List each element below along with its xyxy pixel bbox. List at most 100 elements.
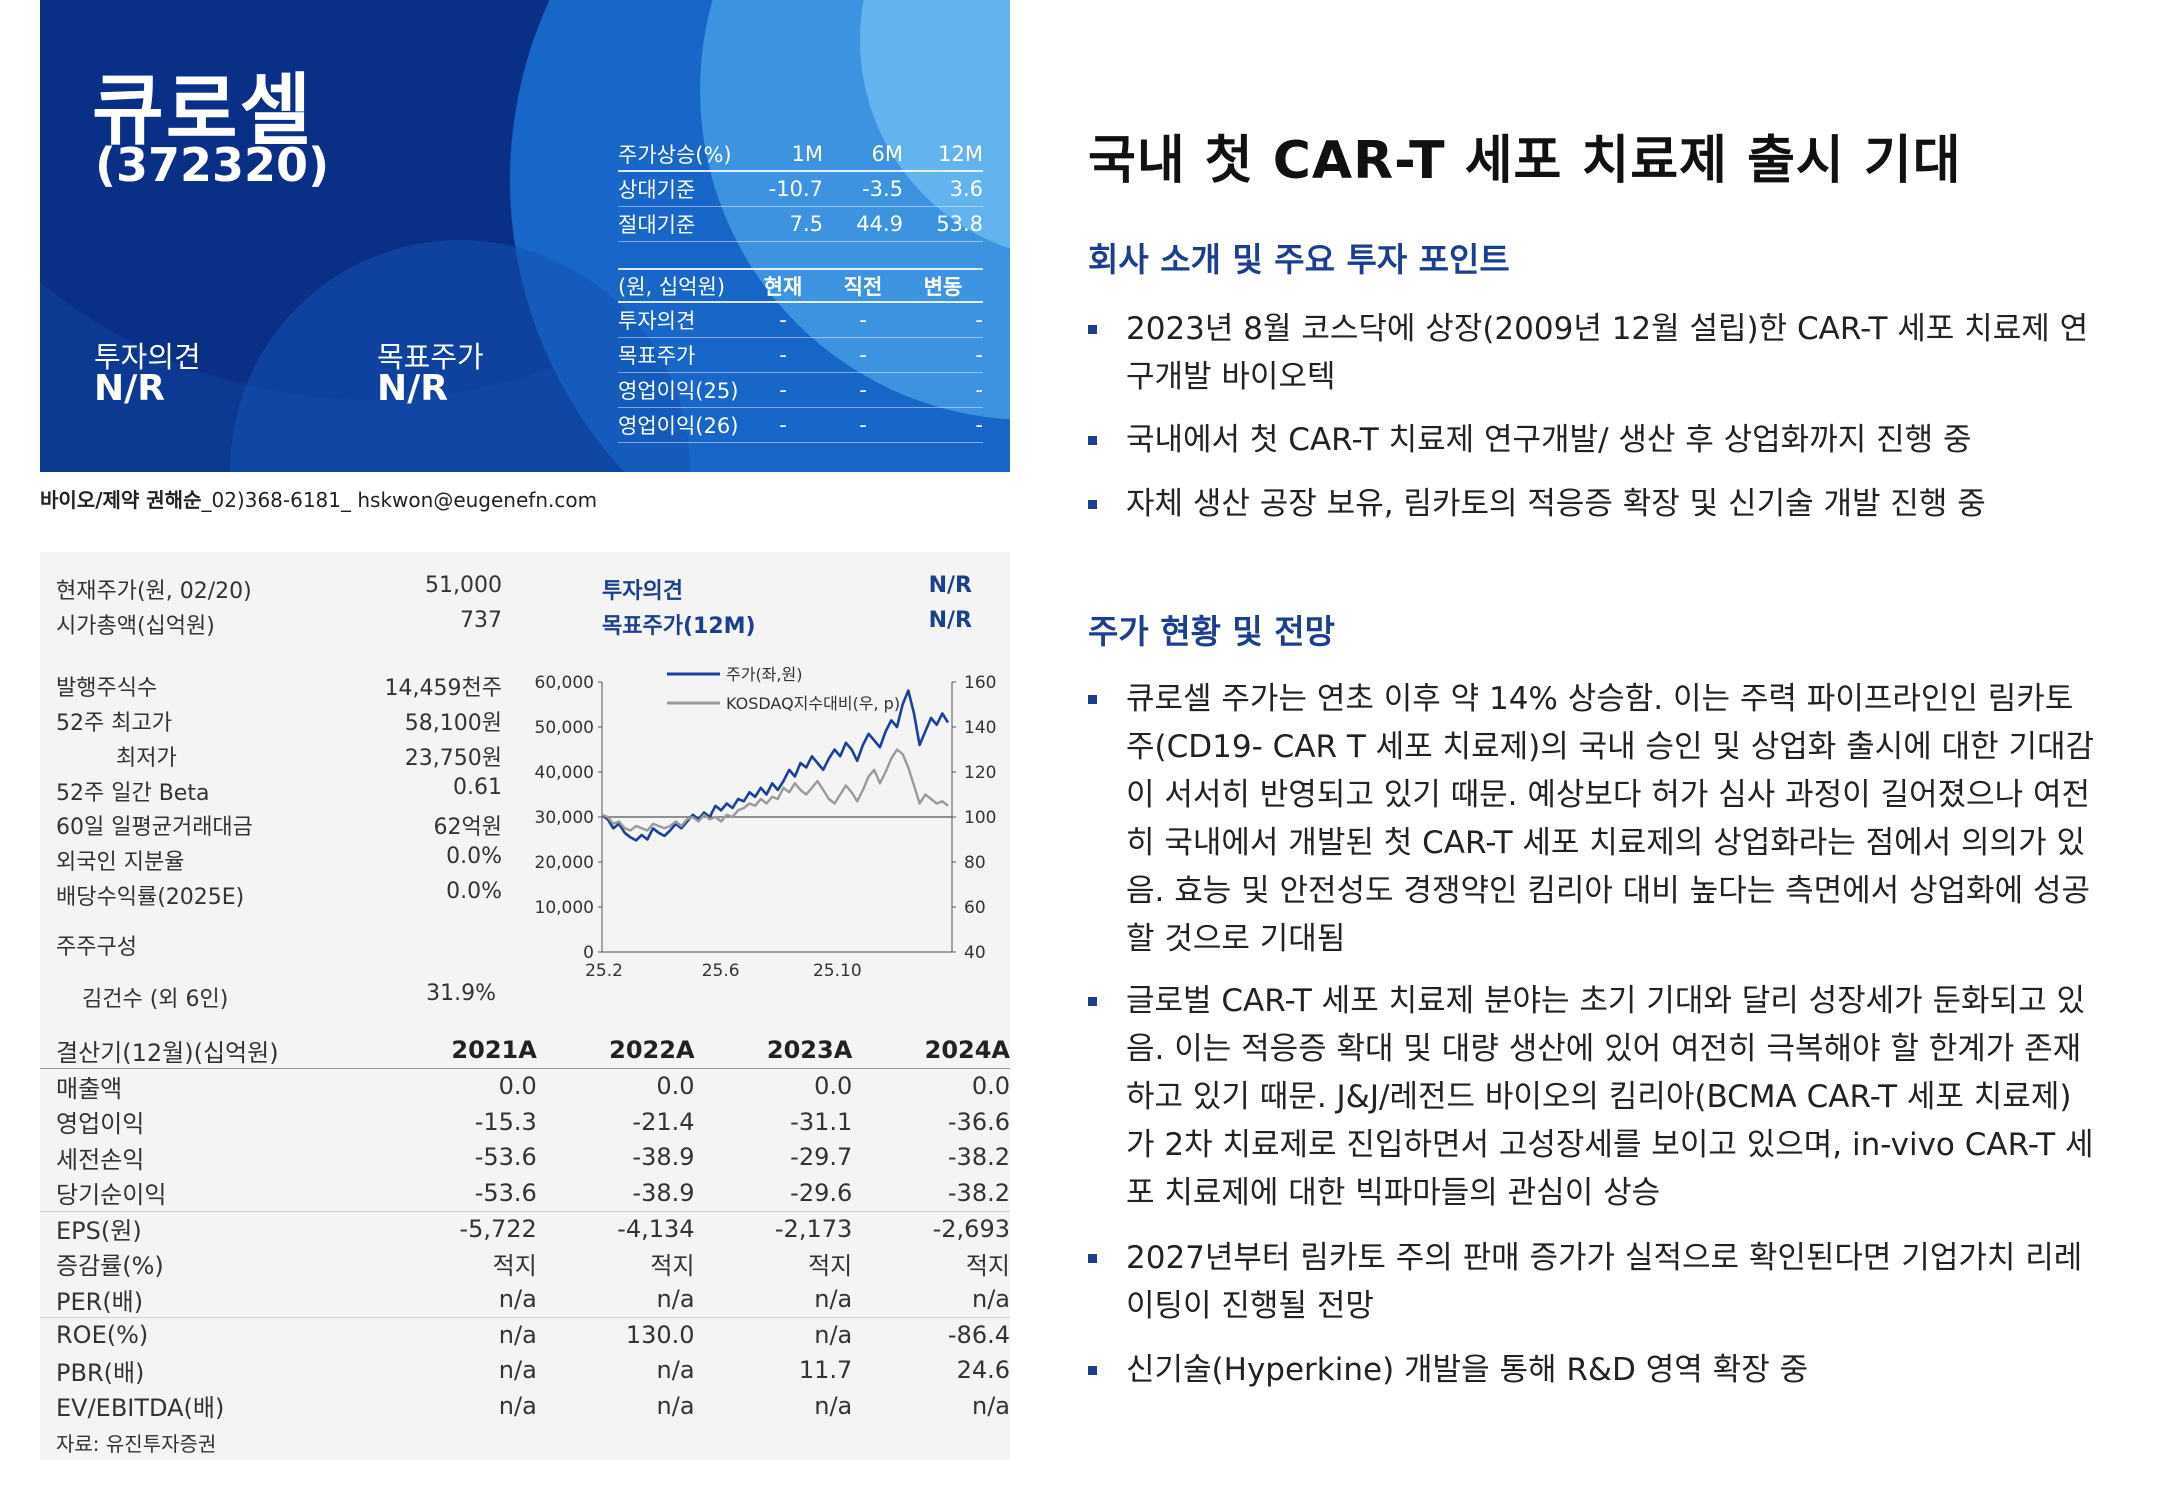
financial-row-label: 영업이익 <box>56 1110 145 1139</box>
financial-row: 세전손익 -53.6 -38.9 -29.7 -38.2 <box>40 1140 1010 1176</box>
bullet-marker <box>1088 500 1097 509</box>
financial-cell: -21.4 <box>632 1107 695 1136</box>
financial-cell: -2,173 <box>774 1214 853 1243</box>
financial-cell: -15.3 <box>474 1107 537 1136</box>
financial-row: 증감률(%) 적지 적지 적지 적지 <box>40 1246 1010 1282</box>
financial-cell: -38.9 <box>632 1178 695 1207</box>
target-price-label: 목표주가 <box>377 340 484 374</box>
estimate-cell: - <box>859 343 867 367</box>
perf-row-label: 상대기준 <box>618 178 696 202</box>
bullet-item: 2027년부터 림카토 주의 판매 증가가 실적으로 확인된다면 기업가치 리레… <box>1088 1234 2098 1330</box>
info-label: 52주 최고가 <box>56 711 172 736</box>
chart-left-tick-label: 10,000 <box>535 898 594 918</box>
estimate-header-change: 변동 <box>923 274 963 299</box>
perf-header-label: 주가상승(%) <box>618 142 732 167</box>
financial-cell: n/a <box>656 1391 695 1420</box>
financial-table: 결산기(12월)(십억원) 2021A 2022A 2023A 2024A 매출… <box>40 1033 1010 1424</box>
financial-cell: n/a <box>971 1285 1010 1314</box>
estimate-cell: - <box>975 343 983 367</box>
chart-left-tick-label: 40,000 <box>535 763 594 783</box>
financial-cell: 11.7 <box>798 1356 853 1385</box>
financial-row-label: EV/EBITDA(배) <box>56 1394 225 1423</box>
opinion-label: 투자의견 <box>94 340 201 374</box>
bullet-item: 글로벌 CAR-T 세포 치료제 분야는 초기 기대와 달리 성장세가 둔화되고… <box>1088 977 2098 1217</box>
perf-cell: -3.5 <box>862 177 903 201</box>
estimate-header-label: (원, 십억원) <box>618 274 726 299</box>
financial-row: 당기순이익 -53.6 -38.9 -29.6 -38.2 <box>40 1175 1010 1211</box>
financial-row-label: PBR(배) <box>56 1358 145 1387</box>
financial-cell: n/a <box>656 1285 695 1314</box>
stock-info-panel <box>40 552 1010 1460</box>
financial-cell: n/a <box>814 1391 853 1420</box>
info-label: 배당수익률(2025E) <box>56 885 245 910</box>
financial-header-year: 2021A <box>451 1036 537 1065</box>
perf-header-12m: 12M <box>938 141 983 166</box>
financial-cell: 130.0 <box>625 1321 695 1350</box>
estimate-cell: - <box>975 378 983 402</box>
financial-cell: -29.6 <box>790 1178 853 1207</box>
financial-row: PBR(배) n/a n/a 11.7 24.6 <box>40 1353 1010 1389</box>
current-price-value: 51,000 <box>425 573 502 598</box>
financial-cell: -38.2 <box>947 1178 1010 1207</box>
major-shareholder-value: 31.9% <box>426 981 496 1006</box>
financial-header-label: 결산기(12월)(십억원) <box>56 1038 279 1067</box>
financial-row-label: ROE(%) <box>56 1321 149 1350</box>
bullet-text: 2027년부터 림카토 주의 판매 증가가 실적으로 확인된다면 기업가치 리레… <box>1126 1240 2083 1324</box>
perf-header-1m: 1M <box>791 141 823 166</box>
estimate-row-label: 투자의견 <box>618 309 696 333</box>
stock-target-value: N/R <box>928 608 972 633</box>
financial-cell: n/a <box>498 1391 537 1420</box>
financial-row: ROE(%) n/a 130.0 n/a -86.4 <box>40 1317 1010 1353</box>
estimate-cell: - <box>859 378 867 402</box>
chart-right-tick-label: 160 <box>964 673 996 693</box>
financial-row: PER(배) n/a n/a n/a n/a <box>40 1282 1010 1318</box>
analyst-contact[interactable]: _02)368-6181_ hskwon@eugenefn.com <box>201 488 598 512</box>
current-price-label: 현재주가(원, 02/20) <box>56 579 252 604</box>
info-label: 60일 일평균거래대금 <box>56 815 253 840</box>
stock-price-chart: 0 10,000 20,000 30,000 40,000 50,000 60,000 40 6… <box>535 665 997 981</box>
section-title-company: 회사 소개 및 주요 투자 포인트 <box>1088 240 1510 279</box>
financial-cell: 적지 <box>808 1252 853 1281</box>
financial-cell: -38.9 <box>632 1143 695 1172</box>
bullet-marker <box>1088 325 1097 334</box>
estimate-cell: - <box>859 413 867 437</box>
info-label: 발행주식수 <box>56 676 158 701</box>
company-name: 큐로셀 <box>92 66 314 156</box>
chart-right-tick-label: 100 <box>964 808 996 828</box>
info-value: 0.0% <box>446 844 502 869</box>
info-label: 외국인 지분율 <box>56 850 185 875</box>
financial-cell: n/a <box>498 1285 537 1314</box>
estimate-row: 영업이익(25) - - - <box>618 373 983 408</box>
financial-row-label: 매출액 <box>56 1074 123 1103</box>
financial-cell: -38.2 <box>947 1143 1010 1172</box>
bullet-item: 큐로셀 주가는 연초 이후 약 14% 상승함. 이는 주력 파이프라인인 림카… <box>1088 675 2098 963</box>
financial-header-year: 2024A <box>924 1036 1010 1065</box>
opinion-value: N/R <box>94 368 165 409</box>
financial-cell: n/a <box>498 1321 537 1350</box>
financial-cell: -29.7 <box>790 1143 853 1172</box>
chart-x-tick-label: 25.2 <box>585 961 623 981</box>
bullet-text: 자체 생산 공장 보유, 림카토의 적응증 확장 및 신기술 개발 진행 중 <box>1126 486 1986 522</box>
chart-right-tick-label: 40 <box>964 943 986 963</box>
major-shareholder-name: 김건수 (외 6인) <box>82 987 229 1012</box>
analyst-sector-name: 바이오/제약 권해순 <box>40 488 202 512</box>
bullet-text: 신기술(Hyperkine) 개발을 통해 R&D 영역 확장 중 <box>1126 1352 1809 1388</box>
financial-row: EPS(원) -5,722 -4,134 -2,173 -2,693 <box>40 1210 1010 1247</box>
bullet-marker <box>1088 1366 1097 1375</box>
chart-legend-label: 주가(좌,원) <box>726 665 802 684</box>
financial-row-label: 세전손익 <box>56 1145 145 1174</box>
chart-right-tick-label: 140 <box>964 718 996 738</box>
chart-series-relative <box>601 748 949 832</box>
bullet-marker <box>1088 997 1097 1006</box>
financial-row-label: 증감률(%) <box>56 1252 164 1281</box>
perf-cell: 3.6 <box>949 177 983 201</box>
bullet-marker <box>1088 436 1097 445</box>
financial-row: 영업이익 -15.3 -21.4 -31.1 -36.6 <box>40 1104 1010 1140</box>
financial-header-year: 2022A <box>609 1036 695 1065</box>
financial-row-label: EPS(원) <box>56 1217 142 1246</box>
info-value: 14,459천주 <box>384 676 502 701</box>
section-title-outlook: 주가 현황 및 전망 <box>1088 612 1335 651</box>
estimate-cell: - <box>859 308 867 332</box>
financial-cell: n/a <box>814 1285 853 1314</box>
financial-cell: -53.6 <box>474 1143 537 1172</box>
